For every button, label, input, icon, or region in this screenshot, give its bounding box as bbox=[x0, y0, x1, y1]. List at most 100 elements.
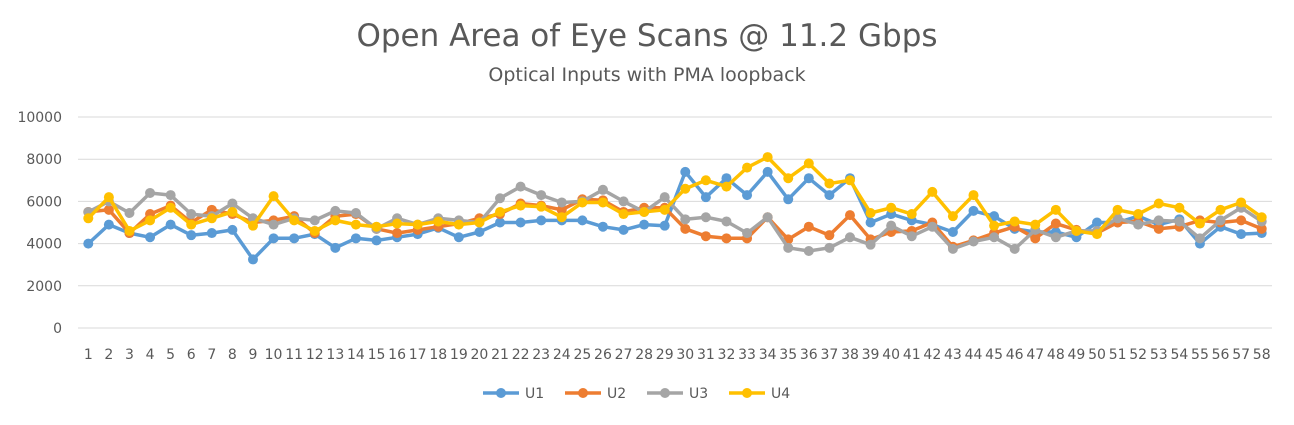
x-tick-label: 12 bbox=[306, 347, 324, 363]
x-tick-label: 22 bbox=[512, 347, 530, 363]
data-point-u3 bbox=[556, 197, 567, 208]
x-tick-label: 41 bbox=[903, 347, 921, 363]
x-tick-label: 46 bbox=[1006, 347, 1024, 363]
data-point-u3 bbox=[700, 212, 711, 223]
data-point-u4 bbox=[639, 206, 650, 217]
data-point-u1 bbox=[783, 194, 794, 205]
x-tick-label: 54 bbox=[1170, 347, 1188, 363]
data-point-u1 bbox=[968, 205, 979, 216]
data-point-u4 bbox=[803, 158, 814, 169]
x-tick-label: 56 bbox=[1212, 347, 1230, 363]
data-point-u1 bbox=[350, 233, 361, 244]
data-point-u4 bbox=[1256, 212, 1267, 223]
x-tick-label: 51 bbox=[1109, 347, 1127, 363]
data-point-u4 bbox=[453, 219, 464, 230]
data-point-u1 bbox=[639, 219, 650, 230]
data-point-u1 bbox=[989, 211, 1000, 222]
chart-subtitle: Optical Inputs with PMA loopback bbox=[488, 64, 806, 86]
data-point-u3 bbox=[865, 239, 876, 250]
x-tick-label: 3 bbox=[125, 347, 134, 363]
legend-label-u4: U4 bbox=[771, 386, 790, 402]
x-tick-label: 2 bbox=[104, 347, 113, 363]
x-tick-label: 19 bbox=[450, 347, 468, 363]
data-point-u1 bbox=[247, 254, 258, 265]
y-tick-label: 10000 bbox=[17, 110, 62, 126]
data-point-u4 bbox=[618, 209, 629, 220]
data-point-u4 bbox=[371, 221, 382, 232]
data-point-u2 bbox=[824, 230, 835, 241]
data-point-u4 bbox=[1112, 204, 1123, 215]
data-point-u4 bbox=[309, 225, 320, 236]
x-tick-label: 13 bbox=[326, 347, 344, 363]
data-point-u3 bbox=[309, 215, 320, 226]
data-point-u1 bbox=[721, 173, 732, 184]
x-tick-label: 28 bbox=[635, 347, 653, 363]
data-point-u4 bbox=[577, 197, 588, 208]
data-point-u4 bbox=[1236, 197, 1247, 208]
data-point-u3 bbox=[350, 208, 361, 219]
series-line-u4 bbox=[86, 155, 1264, 236]
data-point-u1 bbox=[700, 192, 711, 203]
data-point-u1 bbox=[145, 232, 156, 243]
data-point-u3 bbox=[783, 242, 794, 253]
data-point-u2 bbox=[1236, 215, 1247, 226]
data-point-u3 bbox=[145, 187, 156, 198]
data-point-u4 bbox=[536, 201, 547, 212]
data-point-u4 bbox=[186, 219, 197, 230]
data-point-u3 bbox=[762, 212, 773, 223]
data-point-u1 bbox=[947, 226, 958, 237]
x-tick-label: 34 bbox=[759, 347, 777, 363]
data-point-u4 bbox=[350, 219, 361, 230]
data-point-u4 bbox=[474, 217, 485, 228]
data-point-u1 bbox=[186, 230, 197, 241]
x-tick-label: 57 bbox=[1232, 347, 1250, 363]
legend-marker-u3 bbox=[660, 388, 670, 398]
y-tick-label: 6000 bbox=[26, 194, 62, 210]
x-tick-label: 18 bbox=[429, 347, 447, 363]
x-tick-label: 11 bbox=[285, 347, 303, 363]
data-point-u4 bbox=[268, 191, 279, 202]
data-point-u4 bbox=[247, 220, 258, 231]
data-point-u3 bbox=[1009, 243, 1020, 254]
data-point-u2 bbox=[1153, 223, 1164, 234]
data-point-u1 bbox=[371, 235, 382, 246]
x-tick-label: 45 bbox=[985, 347, 1003, 363]
legend-marker-u2 bbox=[578, 388, 588, 398]
data-point-u1 bbox=[1092, 217, 1103, 228]
x-tick-label: 39 bbox=[862, 347, 880, 363]
x-tick-label: 58 bbox=[1253, 347, 1271, 363]
data-point-u2 bbox=[700, 231, 711, 242]
legend-marker-u4 bbox=[742, 388, 752, 398]
data-point-u4 bbox=[886, 202, 897, 213]
data-point-u4 bbox=[1092, 229, 1103, 240]
data-point-u2 bbox=[103, 204, 114, 215]
data-point-u1 bbox=[680, 166, 691, 177]
data-point-u3 bbox=[186, 209, 197, 220]
data-point-u2 bbox=[556, 204, 567, 215]
x-tick-label: 44 bbox=[965, 347, 983, 363]
x-tick-label: 24 bbox=[553, 347, 571, 363]
x-tick-label: 15 bbox=[368, 347, 386, 363]
x-tick-label: 7 bbox=[207, 347, 216, 363]
data-point-u4 bbox=[1050, 204, 1061, 215]
x-tick-label: 40 bbox=[882, 347, 900, 363]
data-point-u4 bbox=[515, 200, 526, 211]
data-point-u4 bbox=[330, 215, 341, 226]
data-point-u1 bbox=[1236, 229, 1247, 240]
data-point-u1 bbox=[865, 217, 876, 228]
data-point-u1 bbox=[515, 217, 526, 228]
data-point-u2 bbox=[1030, 233, 1041, 244]
y-tick-label: 8000 bbox=[26, 152, 62, 168]
data-point-u3 bbox=[536, 190, 547, 201]
data-point-u1 bbox=[659, 220, 670, 231]
data-point-u3 bbox=[906, 231, 917, 242]
series-line-u1 bbox=[86, 170, 1264, 262]
data-point-u1 bbox=[536, 215, 547, 226]
data-point-u3 bbox=[1215, 215, 1226, 226]
x-tick-label: 38 bbox=[841, 347, 859, 363]
data-point-u4 bbox=[1174, 202, 1185, 213]
x-tick-label: 55 bbox=[1191, 347, 1209, 363]
series-line-u2 bbox=[86, 197, 1264, 249]
data-point-u1 bbox=[742, 190, 753, 201]
